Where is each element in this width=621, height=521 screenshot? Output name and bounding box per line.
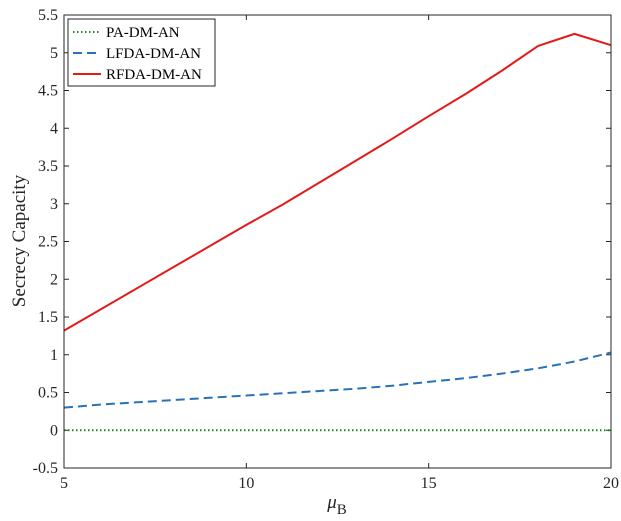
- y-tick-label: 0: [50, 422, 58, 439]
- legend-label-pa: PA-DM-AN: [106, 25, 180, 41]
- x-tick-label: 20: [603, 475, 619, 492]
- y-tick-label: 4: [50, 120, 58, 137]
- legend-label-rfda: RFDA-DM-AN: [106, 67, 202, 83]
- legend: PA-DM-AN LFDA-DM-AN RFDA-DM-AN: [67, 18, 216, 87]
- ticks-group: -0.5 0 0.5 1 1.5 2 2.5 3 3.5 4 4.5 5 5.5 5 10 15 20: [33, 7, 619, 492]
- x-tick-label: 15: [421, 475, 437, 492]
- y-tick-label: 5.5: [38, 7, 58, 24]
- x-axis-label: μB: [326, 492, 347, 518]
- y-tick-label: 5: [50, 45, 58, 62]
- y-tick-label: 2: [50, 271, 58, 288]
- y-axis-label: Secrecy Capacity: [9, 174, 30, 307]
- plot-area: [64, 15, 611, 468]
- y-tick-label: 1.5: [38, 309, 58, 326]
- y-tick-label: 2.5: [38, 234, 58, 251]
- y-tick-label: 4.5: [38, 83, 58, 100]
- legend-label-lfda: LFDA-DM-AN: [106, 46, 201, 62]
- series-lfda-dm-an-line: [63, 351, 612, 409]
- x-axis-label-main: μ: [326, 492, 337, 513]
- y-tick-label: 0.5: [38, 385, 58, 402]
- series-rfda-dm-an-line: [63, 32, 612, 332]
- x-tick-label: 10: [238, 475, 254, 492]
- plot-frame: [63, 14, 612, 469]
- series-group: [63, 32, 612, 432]
- x-axis-label-sub: B: [337, 502, 347, 518]
- y-tick-label: 3.5: [38, 158, 58, 175]
- y-tick-label: 3: [50, 196, 58, 213]
- y-tick-label: 1: [50, 347, 58, 364]
- x-tick-label: 5: [60, 475, 68, 492]
- y-tick-label: -0.5: [33, 460, 58, 477]
